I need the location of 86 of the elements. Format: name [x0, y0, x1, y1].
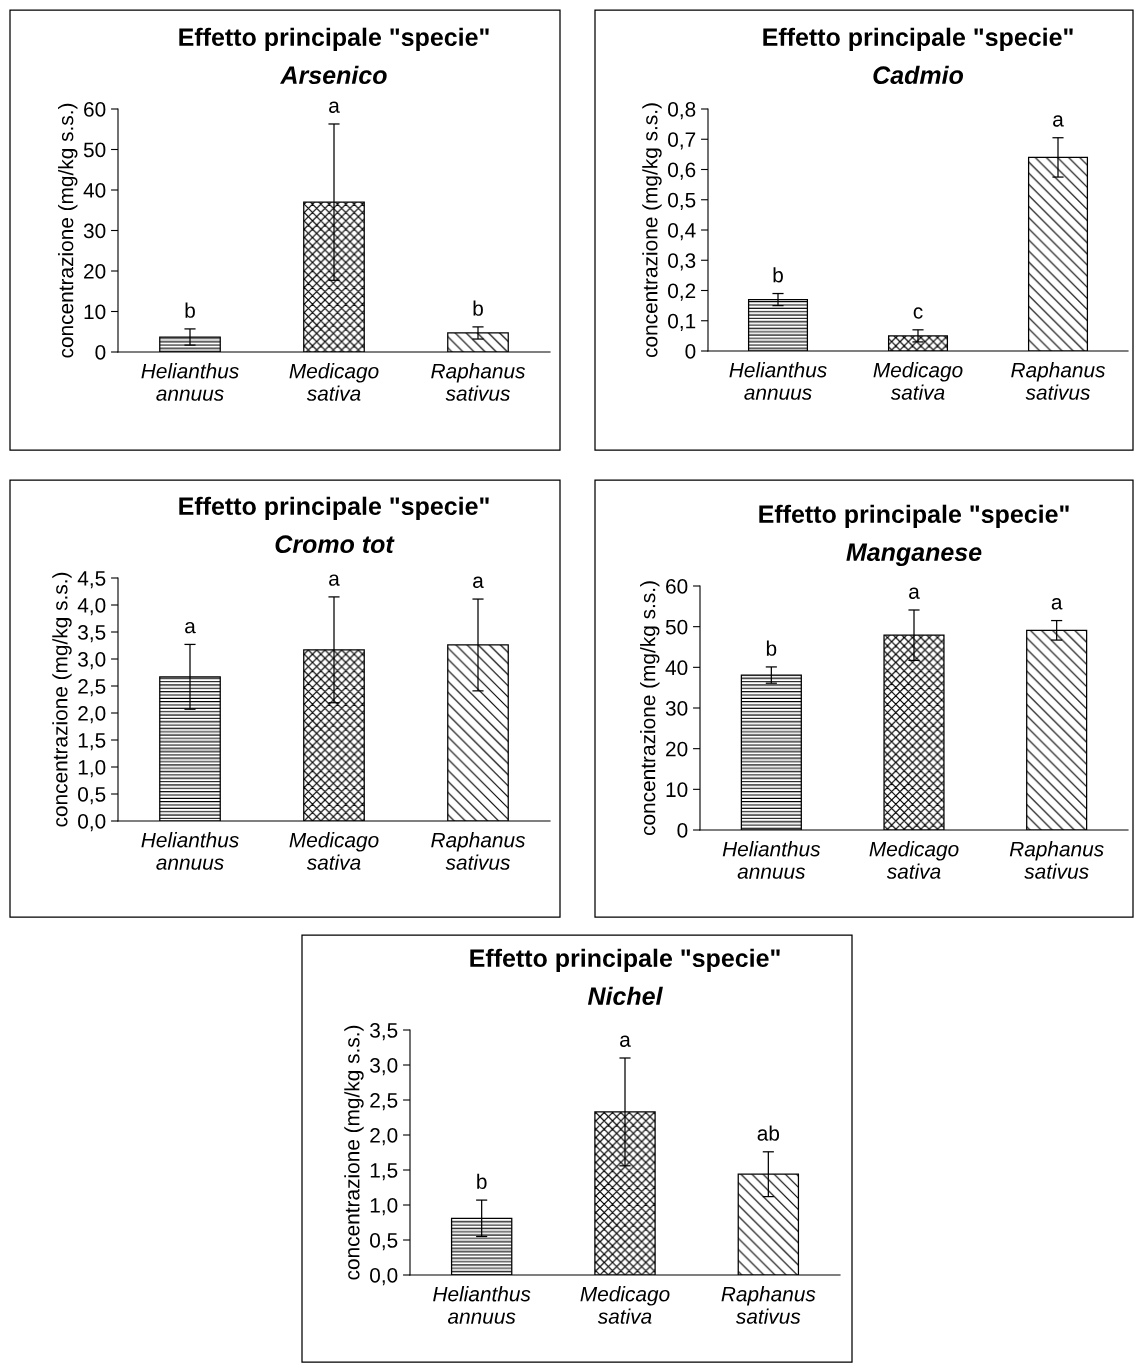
y-axis-title: concentrazione (mg/kg s.s.) — [344, 1025, 364, 1280]
annotation: c — [913, 307, 923, 319]
y-tick-label: 0,5 — [78, 787, 106, 805]
annotation: a — [473, 576, 484, 588]
y-tick-label: 0,2 — [668, 283, 696, 301]
annotation: b — [773, 267, 783, 283]
y-tick-label: 30 — [83, 223, 106, 239]
annotation: ab — [757, 1125, 780, 1141]
y-tick-label: 0,5 — [668, 192, 696, 210]
x-tick-label: Medicago sativa — [289, 832, 379, 870]
y-tick-label: 1,5 — [78, 733, 106, 751]
y-tick-label: 40 — [665, 660, 688, 676]
y-axis-title: concentrazione (mg/kg s.s.) — [640, 581, 660, 836]
y-tick-label: 0,0 — [78, 814, 106, 832]
y-tick-label: 2,0 — [370, 1128, 398, 1146]
x-tick-label: Raphanus sativus — [1011, 362, 1106, 400]
y-tick-label: 2,5 — [78, 679, 106, 697]
x-tick-label: Helianthus annuus — [722, 841, 821, 879]
annotation: b — [766, 640, 777, 656]
y-tick-label: 2,5 — [370, 1093, 398, 1111]
annotation: a — [329, 574, 340, 586]
annotation: a — [909, 587, 920, 599]
chart-subtitle: Arsenico — [280, 65, 387, 85]
y-tick-label: 4,0 — [77, 598, 106, 616]
y-tick-label: 3,5 — [78, 625, 106, 643]
chart-subtitle: Nichel — [587, 986, 663, 1006]
y-tick-label: 0 — [95, 345, 106, 360]
chart-subtitle: Cromo tot — [275, 535, 395, 554]
y-tick-label: 60 — [666, 579, 688, 594]
y-tick-label: 1,5 — [370, 1163, 398, 1181]
x-tick-label: Raphanus sativus — [431, 363, 526, 401]
chart-title: Effetto principale "specie" — [179, 496, 489, 520]
y-tick-label: 0 — [685, 344, 696, 359]
x-tick-label: Helianthus annuus — [141, 363, 239, 401]
y-tick-label: 0,1 — [668, 313, 696, 331]
chart-title: Effetto principale "specie" — [179, 27, 489, 51]
y-tick-label: 0 — [677, 823, 688, 838]
annotation: b — [477, 1173, 487, 1190]
x-tick-label: Helianthus annuus — [729, 362, 827, 400]
x-tick-label: Medicago sativa — [580, 1286, 670, 1324]
annotation: b — [185, 302, 195, 318]
chart-title: Effetto principale "specie" — [763, 27, 1073, 51]
y-tick-label: 10 — [666, 782, 688, 798]
x-tick-label: Medicago sativa — [873, 362, 963, 400]
y-tick-label: 2,0 — [78, 706, 106, 724]
y-tick-label: 20 — [666, 741, 688, 757]
y-axis-title: concentrazione (mg/kg s.s.) — [52, 572, 72, 827]
y-tick-label: 3,5 — [370, 1023, 398, 1041]
y-tick-label: 0,8 — [668, 102, 696, 120]
x-tick-label: Helianthus annuus — [433, 1286, 531, 1324]
chart-title: Effetto principale "specie" — [470, 948, 780, 972]
y-tick-label: 0,7 — [668, 132, 696, 150]
y-tick-label: 10 — [84, 304, 106, 320]
annotation: a — [185, 621, 196, 634]
y-tick-label: 60 — [84, 102, 106, 117]
y-tick-label: 0,6 — [668, 162, 696, 180]
y-tick-label: 1,0 — [370, 1198, 398, 1216]
y-axis-title: concentrazione (mg/kg s.s.) — [58, 103, 78, 358]
annotation: a — [329, 101, 340, 113]
chart-subtitle: Cadmio — [873, 65, 964, 85]
y-tick-label: 0,3 — [668, 253, 696, 271]
y-tick-label: 0,4 — [668, 223, 696, 241]
annotation: b — [473, 300, 483, 316]
x-tick-label: Raphanus sativus — [431, 832, 526, 870]
y-tick-label: 50 — [83, 142, 106, 158]
annotation: a — [620, 1035, 631, 1047]
y-tick-label: 20 — [84, 264, 106, 279]
x-tick-label: Raphanus sativus — [1009, 841, 1104, 879]
y-tick-label: 4,5 — [77, 571, 106, 589]
y-tick-label: 40 — [83, 183, 106, 198]
x-tick-label: Helianthus annuus — [141, 832, 239, 870]
y-tick-label: 1,0 — [78, 760, 106, 778]
y-tick-label: 0,0 — [370, 1268, 398, 1286]
annotation: a — [1053, 115, 1064, 127]
x-tick-label: Medicago sativa — [869, 841, 959, 879]
y-tick-label: 30 — [665, 701, 688, 716]
x-tick-label: Medicago sativa — [289, 363, 379, 401]
annotation: a — [1051, 598, 1063, 610]
y-tick-label: 50 — [665, 619, 688, 635]
y-tick-label: 3,0 — [370, 1058, 398, 1076]
chart-title: Effetto principale "specie" — [759, 504, 1069, 528]
y-axis-title: concentrazione (mg/kg s.s.) — [642, 103, 662, 358]
y-tick-label: 0,5 — [370, 1233, 398, 1251]
y-tick-label: 3,0 — [78, 652, 106, 670]
x-tick-label: Raphanus sativus — [721, 1286, 816, 1324]
chart-subtitle: Manganese — [846, 543, 982, 566]
